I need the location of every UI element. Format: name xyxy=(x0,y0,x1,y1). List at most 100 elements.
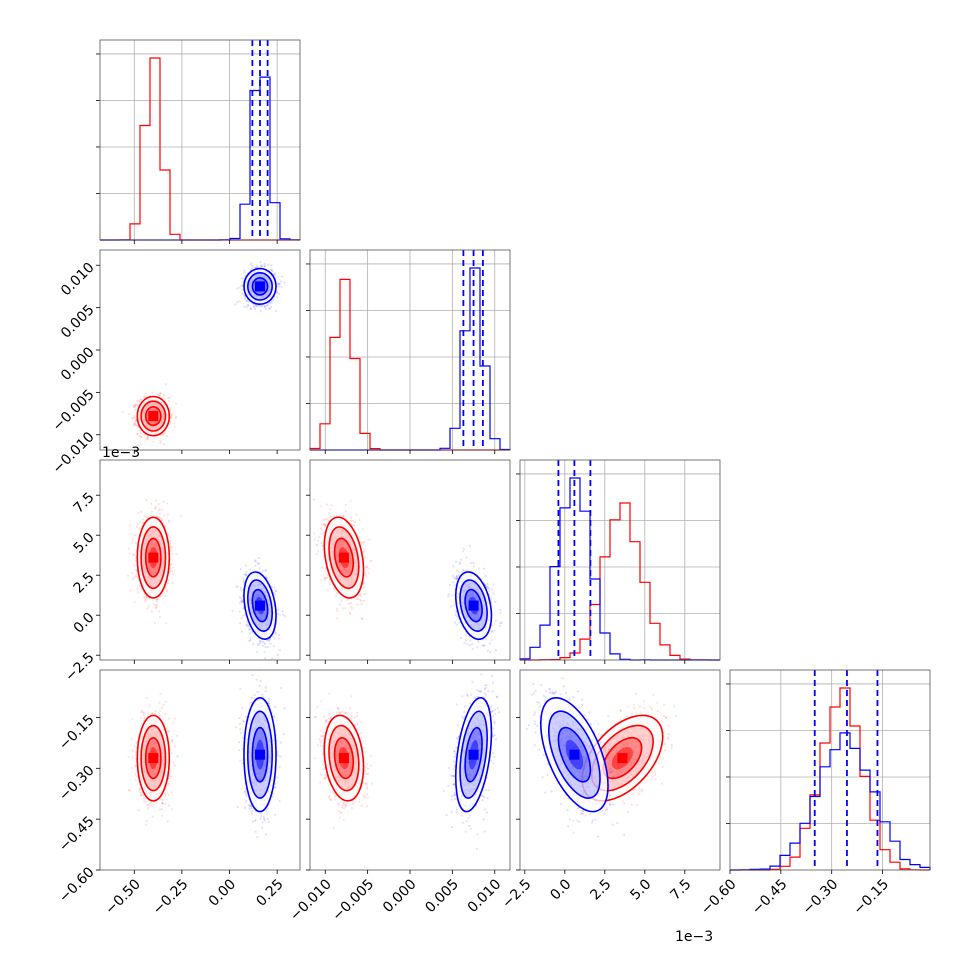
scatter-point xyxy=(136,399,139,402)
scatter-point xyxy=(133,424,136,427)
scatter-point xyxy=(158,616,162,619)
scatter-point xyxy=(133,554,136,557)
scatter-point xyxy=(263,265,266,268)
scatter-point xyxy=(133,423,136,426)
scatter-point xyxy=(251,265,254,268)
scatter-point xyxy=(355,513,358,516)
scatter-point xyxy=(266,304,269,307)
scatter-point xyxy=(152,440,155,443)
scatter-point xyxy=(244,573,247,576)
scatter-point xyxy=(155,598,158,601)
scatter-point xyxy=(156,515,160,518)
scatter-point xyxy=(162,500,165,503)
scatter-point xyxy=(254,304,257,308)
scatter-point xyxy=(328,512,331,515)
scatter-point xyxy=(156,597,159,601)
scatter-point xyxy=(131,417,134,420)
scatter-point xyxy=(274,593,277,596)
scatter-point xyxy=(274,309,277,312)
scatter-point xyxy=(254,560,257,563)
scatter-point xyxy=(263,641,266,644)
scatter-point xyxy=(139,398,142,401)
scatter-point xyxy=(312,498,315,501)
scatter-point xyxy=(256,562,259,565)
scatter-point xyxy=(263,304,267,308)
scatter-point xyxy=(264,307,268,311)
scatter-point xyxy=(163,432,166,435)
scatter-point xyxy=(142,521,145,525)
y-tick-label: −0.005 xyxy=(50,387,98,435)
scatter-point xyxy=(146,436,149,439)
scatter-point xyxy=(335,595,338,598)
scatter-point xyxy=(240,597,243,600)
scatter-point xyxy=(276,296,279,299)
scatter-point xyxy=(278,282,281,285)
scatter-point xyxy=(140,454,142,456)
scatter-point xyxy=(259,640,262,643)
scatter-point xyxy=(280,286,283,289)
scatter-point xyxy=(273,272,277,275)
scatter-point xyxy=(166,513,170,516)
scatter-point xyxy=(173,425,176,428)
scatter-point xyxy=(136,575,139,579)
scatter-point xyxy=(261,305,264,308)
y-tick-label: 0.000 xyxy=(58,344,98,384)
scatter-point xyxy=(338,603,342,606)
scatter-point xyxy=(136,425,139,428)
scatter-point xyxy=(240,284,243,287)
scatter-point xyxy=(269,268,272,271)
scatter-point xyxy=(169,409,172,412)
panel-content xyxy=(312,498,503,654)
scatter-point xyxy=(272,273,275,276)
scatter-point xyxy=(278,285,281,288)
scatter-point xyxy=(361,617,364,620)
scatter-point xyxy=(278,633,281,637)
scatter-point xyxy=(242,607,245,610)
scatter-point xyxy=(283,614,286,618)
scatter-point xyxy=(238,300,241,303)
scatter-point xyxy=(254,564,257,567)
scatter-point xyxy=(133,414,136,417)
scatter-point xyxy=(240,599,244,603)
scatter-point xyxy=(167,400,170,403)
scatter-point xyxy=(236,287,239,290)
scatter-point xyxy=(273,273,276,277)
scatter-point xyxy=(245,299,248,303)
scatter-point xyxy=(166,582,169,585)
scatter-point xyxy=(259,309,262,313)
scatter-point xyxy=(165,590,169,593)
scatter-point xyxy=(257,562,260,565)
scatter-point xyxy=(162,443,165,446)
scatter-point xyxy=(240,617,243,620)
scatter-point xyxy=(145,596,148,599)
scatter-point xyxy=(253,307,257,310)
scatter-point xyxy=(238,596,241,599)
scatter-point xyxy=(266,645,269,649)
scatter-point xyxy=(133,422,136,425)
scatter-point xyxy=(159,507,162,510)
scatter-point xyxy=(134,420,138,423)
y-tick-label: 0.010 xyxy=(58,260,98,300)
scatter-point xyxy=(169,536,172,539)
scatter-point xyxy=(263,306,266,309)
scatter-point xyxy=(260,265,263,268)
scatter-point xyxy=(169,549,172,552)
scatter-point xyxy=(363,548,366,551)
scatter-point xyxy=(133,416,136,419)
scatter-point xyxy=(278,637,281,640)
scatter-point xyxy=(155,499,158,502)
scatter-point xyxy=(248,632,251,635)
scatter-point xyxy=(274,589,277,592)
scatter-point xyxy=(260,265,263,268)
scatter-point xyxy=(140,587,143,590)
scatter-point xyxy=(267,663,269,665)
scatter-point xyxy=(250,267,253,270)
scatter-point xyxy=(241,280,245,283)
scatter-point xyxy=(121,410,124,413)
scatter-point xyxy=(240,589,243,592)
scatter-point xyxy=(325,503,328,506)
scatter-point xyxy=(131,541,134,544)
scatter-point xyxy=(134,575,137,578)
scatter-point xyxy=(264,657,267,660)
scatter-point xyxy=(239,602,242,605)
